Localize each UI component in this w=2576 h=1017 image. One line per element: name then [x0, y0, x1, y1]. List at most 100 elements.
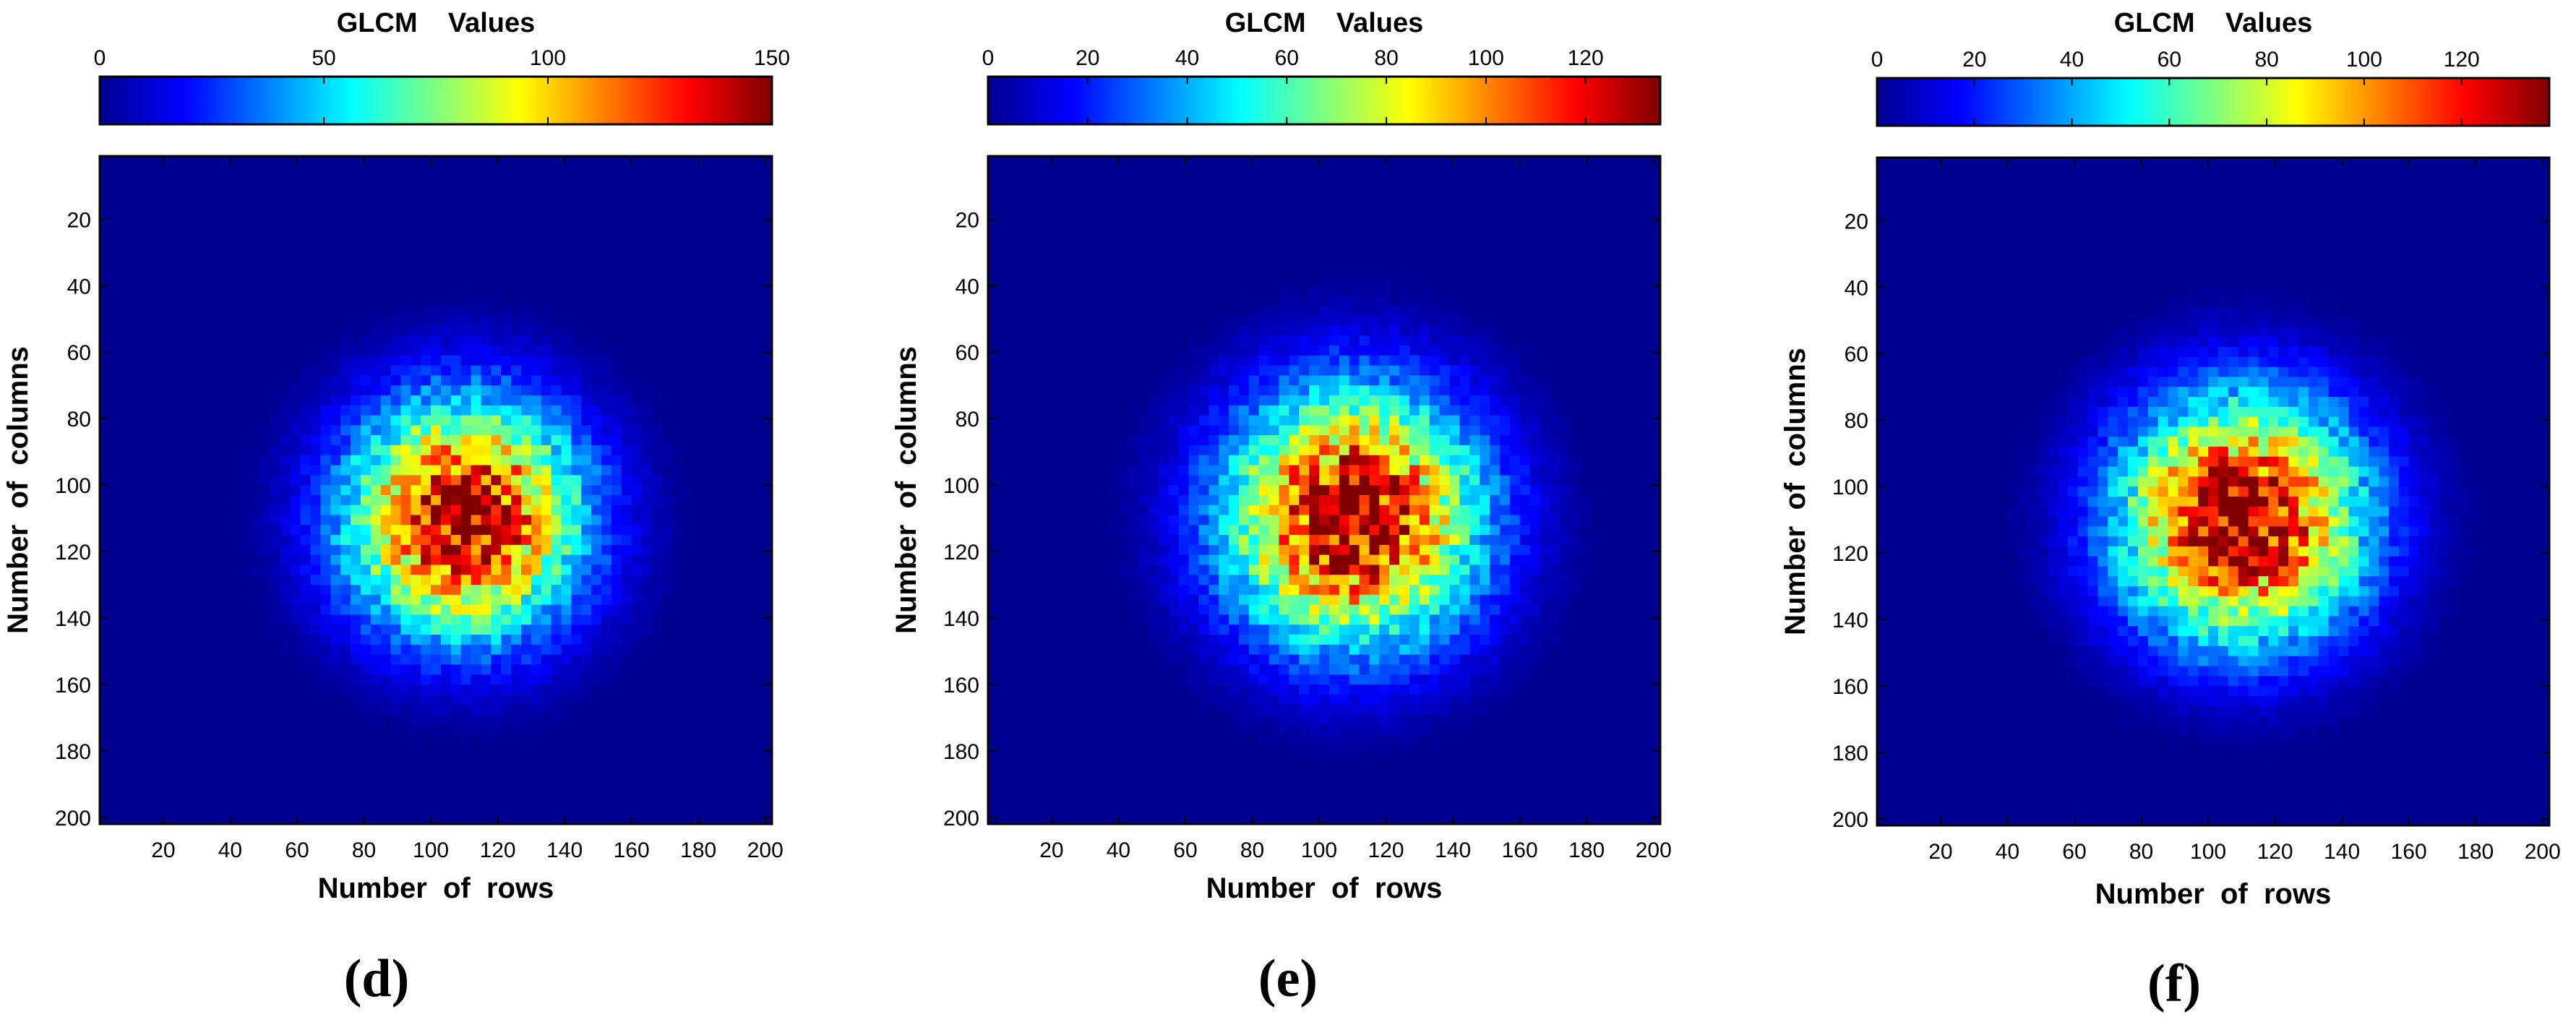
heatmap-cell: [521, 355, 532, 366]
heatmap-cell: [2348, 546, 2359, 557]
heatmap-cell: [290, 425, 301, 436]
heatmap-cell: [2168, 586, 2178, 597]
heatmap-cell: [1319, 415, 1330, 426]
heatmap-cell: [1409, 544, 1420, 556]
heatmap-cell: [1499, 405, 1511, 416]
heatmap-cell: [270, 385, 281, 396]
heatmap-cell: [1219, 525, 1229, 536]
heatmap-cell: [1409, 664, 1420, 675]
heatmap-cell: [531, 405, 542, 416]
heatmap-cell: [571, 475, 582, 486]
heatmap-cell: [2017, 536, 2028, 547]
heatmap-cell: [370, 654, 382, 665]
heatmap-cell: [1349, 654, 1360, 665]
heatmap-cell: [1359, 325, 1370, 336]
heatmap-cell: [280, 435, 291, 446]
heatmap-cell: [2147, 556, 2159, 567]
heatmap-cell: [1149, 535, 1159, 546]
heatmap-cell: [2369, 476, 2379, 487]
heatmap-cell: [1229, 724, 1240, 735]
heatmap-cell: [1159, 494, 1169, 506]
heatmap-cell: [1550, 585, 1560, 596]
heatmap-cell: [2338, 606, 2349, 617]
heatmap-cell: [1490, 365, 1500, 376]
heatmap-cell: [571, 635, 582, 645]
heatmap-cell: [1138, 405, 1149, 416]
heatmap-cell: [621, 604, 632, 615]
heatmap-cell: [1299, 694, 1310, 705]
heatmap-cell: [2118, 426, 2129, 437]
heatmap-cell: [1128, 405, 1139, 416]
heatmap-cell: [551, 654, 562, 665]
heatmap-cell: [501, 694, 512, 705]
heatmap-cell: [310, 385, 321, 396]
heatmap-cell: [2298, 446, 2309, 458]
heatmap-cell: [1409, 275, 1420, 286]
heatmap-cell: [1198, 505, 1209, 516]
heatmap-cell: [1268, 455, 1280, 466]
heatmap-cell: [2038, 486, 2048, 497]
heatmap-cell: [2288, 576, 2299, 587]
heatmap-cell: [1219, 694, 1229, 705]
heatmap-cell: [2168, 576, 2178, 587]
heatmap-cell: [491, 325, 502, 336]
heatmap-cell: [531, 544, 542, 556]
heatmap-cell: [501, 515, 512, 525]
x-tick-label: 80: [1240, 838, 1264, 862]
heatmap-cell: [280, 465, 291, 476]
heatmap-cell: [2338, 437, 2349, 447]
heatmap-cell: [1159, 375, 1169, 386]
heatmap-cell: [2198, 387, 2209, 398]
heatmap-cell: [2158, 397, 2169, 408]
heatmap-cell: [260, 525, 271, 536]
heatmap-cell: [1499, 365, 1511, 376]
heatmap-cell: [1219, 625, 1229, 635]
heatmap-cell: [1439, 465, 1451, 476]
heatmap-cell: [2369, 456, 2379, 468]
colorbar-tick-label: 0: [982, 46, 995, 70]
heatmap-cell: [411, 614, 421, 625]
heatmap-cell: [2318, 516, 2330, 527]
heatmap-cell: [1159, 505, 1169, 516]
heatmap-cell: [1138, 604, 1149, 615]
heatmap-cell: [531, 724, 542, 735]
heatmap-cell: [1289, 355, 1300, 366]
heatmap-cell: [2048, 556, 2058, 567]
heatmap-cell: [631, 625, 643, 635]
heatmap-cell: [2318, 306, 2330, 318]
heatmap-cell: [400, 525, 411, 536]
heatmap-cell: [1309, 375, 1320, 386]
heatmap-cell: [290, 614, 301, 625]
heatmap-cell: [1529, 565, 1541, 575]
heatmap-cell: [1389, 585, 1400, 596]
heatmap-cell: [1499, 355, 1511, 366]
heatmap-cell: [460, 635, 472, 645]
heatmap-cell: [2248, 426, 2259, 437]
heatmap-cell: [501, 355, 512, 366]
heatmap-cell: [2298, 705, 2309, 716]
heatmap-cell: [421, 694, 432, 705]
heatmap-cell: [1389, 544, 1400, 556]
heatmap-cell: [611, 415, 622, 426]
heatmap-cell: [1339, 724, 1350, 735]
heatmap-cell: [340, 494, 351, 506]
heatmap-cell: [1198, 704, 1209, 715]
heatmap-cell: [1429, 654, 1441, 665]
heatmap-cell: [491, 494, 502, 506]
heatmap-cells: [230, 286, 692, 745]
heatmap-cell: [1359, 395, 1370, 406]
heatmap-cell: [541, 714, 552, 725]
heatmap-cell: [591, 395, 602, 406]
heatmap-cell: [1299, 644, 1310, 656]
heatmap-cell: [1168, 505, 1180, 516]
heatmap-cell: [521, 594, 532, 606]
heatmap-cell: [1499, 485, 1511, 496]
heatmap-cell: [1449, 535, 1460, 546]
heatmap-cell: [300, 535, 312, 546]
heatmap-cell: [1229, 565, 1240, 575]
heatmap-cell: [1268, 435, 1280, 446]
heatmap-cell: [280, 455, 291, 466]
heatmap-cell: [641, 475, 653, 486]
heatmap-cell: [1258, 635, 1270, 645]
